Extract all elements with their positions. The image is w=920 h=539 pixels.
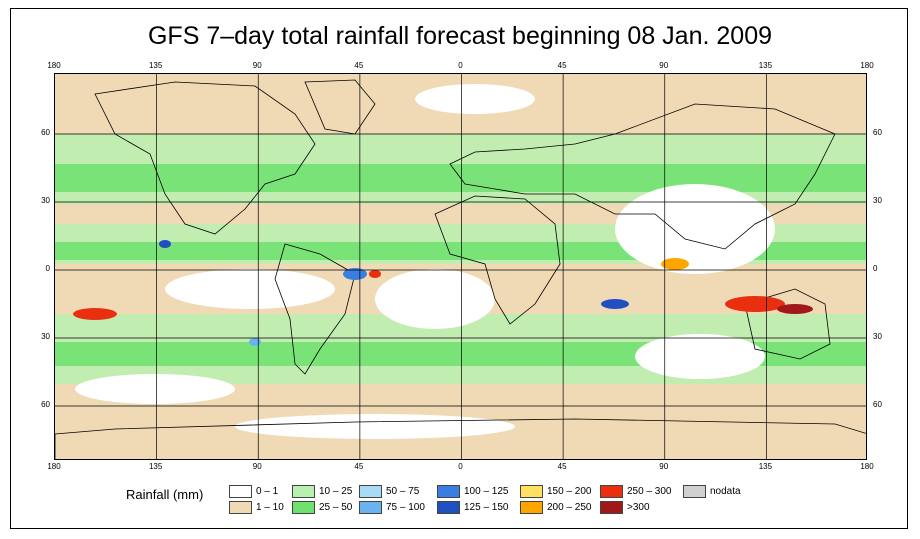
legend-swatch <box>437 485 460 498</box>
dry-area <box>165 269 335 309</box>
map-canvas <box>55 74 866 459</box>
longitude-tick-bottom: 135 <box>148 462 163 471</box>
longitude-tick-bottom: 90 <box>659 462 669 471</box>
map-title: GFS 7–day total rainfall forecast beginn… <box>147 22 772 50</box>
dry-area <box>75 374 235 404</box>
legend-item-label: 75 – 100 <box>386 502 425 513</box>
heavy-rain-spot <box>73 308 117 320</box>
heavy-rain-spot <box>249 338 261 346</box>
longitude-tick-top: 45 <box>354 61 364 70</box>
land-outline <box>434 195 561 325</box>
heavy-rain-spot <box>343 268 367 280</box>
latitude-tick-right: 60 <box>873 128 882 137</box>
legend-title: Rainfall (mm) <box>126 487 204 502</box>
dry-area <box>415 84 535 114</box>
longitude-tick-bottom: 0 <box>458 462 463 471</box>
longitude-tick-bottom: 45 <box>557 462 567 471</box>
legend-item-label: 50 – 75 <box>386 486 420 497</box>
legend-swatch <box>292 501 315 514</box>
land-outline <box>744 288 831 360</box>
longitude-tick-top: 135 <box>758 61 773 70</box>
rainfall-map <box>54 73 867 460</box>
legend-swatch <box>600 501 623 514</box>
land-outline <box>274 243 356 375</box>
latitude-tick-right: 30 <box>873 196 882 205</box>
heavy-rain-spot <box>369 270 381 278</box>
legend-swatch <box>359 501 382 514</box>
dry-area <box>375 269 495 329</box>
legend-swatch <box>520 501 543 514</box>
legend-item-label: 25 – 50 <box>319 502 353 513</box>
longitude-tick-top: 135 <box>148 61 163 70</box>
land-outline <box>55 418 866 459</box>
legend-item-label: 200 – 250 <box>547 502 592 513</box>
latitude-tick-left: 60 <box>41 400 50 409</box>
legend-item-label: 100 – 125 <box>464 486 509 497</box>
land-outline <box>449 103 836 250</box>
heavy-rain-spot <box>777 304 813 314</box>
dry-area <box>235 414 515 439</box>
latitude-tick-left: 30 <box>41 332 50 341</box>
longitude-tick-bottom: 180 <box>860 462 874 471</box>
legend-item-label: nodata <box>710 486 741 497</box>
latitude-tick-right: 30 <box>873 332 882 341</box>
legend-item-label: 150 – 200 <box>547 486 592 497</box>
latitude-tick-right: 60 <box>873 400 882 409</box>
legend-swatch <box>437 501 460 514</box>
heavy-rain-spot <box>661 258 689 270</box>
longitude-tick-bottom: 135 <box>758 462 773 471</box>
figure-frame <box>10 8 908 529</box>
longitude-tick-top: 90 <box>659 61 669 70</box>
legend-item-label: >300 <box>627 502 650 513</box>
longitude-tick-bottom: 45 <box>354 462 364 471</box>
legend-item-label: 125 – 150 <box>464 502 509 513</box>
heavy-rain-spot <box>601 299 629 309</box>
dry-area <box>635 334 765 379</box>
latitude-tick-left: 60 <box>41 128 50 137</box>
longitude-tick-top: 180 <box>860 61 874 70</box>
heavy-rain-spot <box>159 240 171 248</box>
legend-item-label: 10 – 25 <box>319 486 353 497</box>
longitude-tick-bottom: 180 <box>47 462 61 471</box>
legend-item-label: 0 – 1 <box>256 486 279 497</box>
longitude-tick-top: 180 <box>47 61 61 70</box>
land-outline <box>94 81 316 235</box>
longitude-tick-top: 45 <box>557 61 567 70</box>
longitude-tick-bottom: 90 <box>252 462 262 471</box>
dry-area <box>615 184 775 274</box>
legend-swatch <box>229 501 252 514</box>
latitude-tick-right: 0 <box>873 264 878 273</box>
legend-swatch <box>229 485 252 498</box>
legend-swatch <box>292 485 315 498</box>
legend-swatch <box>600 485 623 498</box>
legend-swatch <box>359 485 382 498</box>
latitude-tick-left: 30 <box>41 196 50 205</box>
longitude-tick-top: 90 <box>252 61 262 70</box>
land-outline <box>304 79 376 135</box>
legend-item-label: 1 – 10 <box>256 502 284 513</box>
legend-swatch <box>683 485 706 498</box>
legend-item-label: 250 – 300 <box>627 486 672 497</box>
legend-swatch <box>520 485 543 498</box>
latitude-tick-left: 0 <box>45 264 50 273</box>
longitude-tick-top: 0 <box>458 61 463 70</box>
heavy-rain-spot <box>725 296 785 312</box>
